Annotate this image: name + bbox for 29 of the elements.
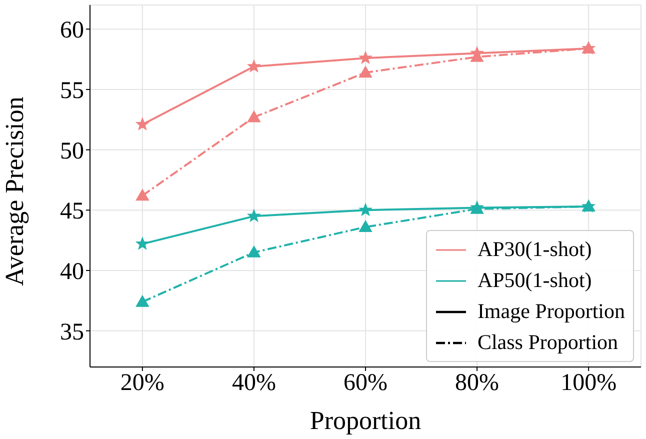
y-tick-label: 35 [60, 319, 84, 346]
y-tick-label: 60 [60, 18, 84, 44]
point [359, 52, 372, 64]
point [248, 60, 260, 72]
y-tick-label: 40 [60, 258, 84, 285]
point [136, 237, 149, 250]
point [136, 295, 149, 307]
y-axis-title: Average Precision [0, 96, 30, 286]
x-axis-title: Proportion [310, 406, 422, 435]
y-tick-label: 45 [60, 198, 84, 225]
annotation: Class Proportion [477, 330, 618, 355]
x-tick-label: 100% [560, 370, 617, 396]
point [136, 189, 149, 201]
x-tick-label: 20% [120, 370, 164, 396]
legend-label: AP50(1-shot) [477, 268, 592, 293]
point [359, 220, 372, 232]
x-tick-label: 80% [455, 370, 500, 396]
annotation: Image Proportion [477, 299, 625, 324]
x-tick-label: 40% [232, 370, 276, 396]
point [248, 210, 260, 222]
point [136, 118, 149, 130]
point [359, 66, 372, 78]
legend-label: AP30(1-shot) [477, 237, 592, 262]
x-tick-label: 60% [344, 370, 388, 396]
y-tick-label: 50 [60, 138, 84, 164]
point [247, 110, 260, 122]
y-tick-label: 55 [60, 78, 84, 104]
point [247, 246, 260, 258]
point [359, 204, 372, 216]
